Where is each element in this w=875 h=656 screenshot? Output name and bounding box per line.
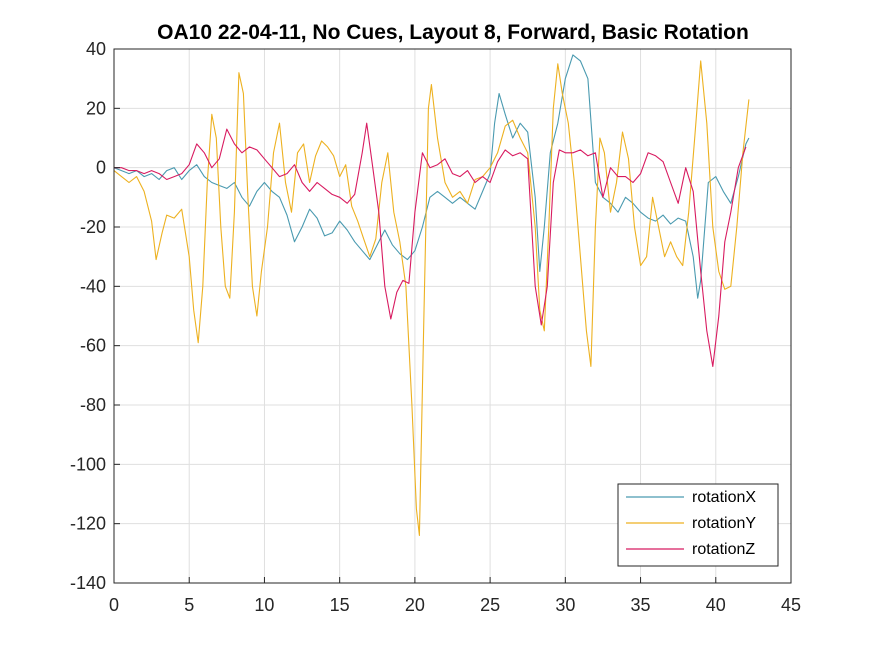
legend-label-rotationZ: rotationZ — [692, 541, 755, 558]
legend-label-rotationY: rotationY — [692, 515, 756, 532]
legend: rotationX rotationY rotationZ — [617, 483, 779, 567]
y-tick-label: 20 — [86, 98, 106, 118]
axis-ticks: 0 5 10 15 20 25 30 35 40 45 -140 -120 -100 -80 -60 -40 -… — [70, 39, 801, 615]
y-tick-label: -140 — [70, 573, 106, 593]
series-lines — [113, 54, 750, 537]
x-tick-label: 10 — [254, 595, 274, 615]
series-line-rotationY — [113, 60, 750, 537]
x-tick-label: 25 — [480, 595, 500, 615]
series-line-rotationZ — [114, 122, 747, 367]
y-tick-label: 0 — [96, 158, 106, 178]
x-tick-label: 45 — [781, 595, 801, 615]
x-tick-label: 30 — [555, 595, 575, 615]
y-tick-label: -120 — [70, 514, 106, 534]
x-tick-label: 20 — [405, 595, 425, 615]
y-tick-label: 40 — [86, 39, 106, 59]
chart-title: OA10 22-04-11, No Cues, Layout 8, Forwar… — [157, 21, 749, 44]
series-line-rotationX — [113, 54, 750, 299]
x-tick-label: 15 — [330, 595, 350, 615]
y-tick-label: -20 — [80, 217, 106, 237]
y-tick-label: -60 — [80, 336, 106, 356]
legend-label-rotationX: rotationX — [692, 489, 756, 506]
x-tick-label: 40 — [706, 595, 726, 615]
x-tick-label: 5 — [184, 595, 194, 615]
x-tick-label: 35 — [631, 595, 651, 615]
y-tick-label: -80 — [80, 395, 106, 415]
legend-box — [617, 483, 779, 567]
plot-frame — [113, 48, 792, 584]
y-tick-label: -40 — [80, 276, 106, 296]
x-tick-label: 0 — [109, 595, 119, 615]
y-tick-label: -100 — [70, 454, 106, 474]
